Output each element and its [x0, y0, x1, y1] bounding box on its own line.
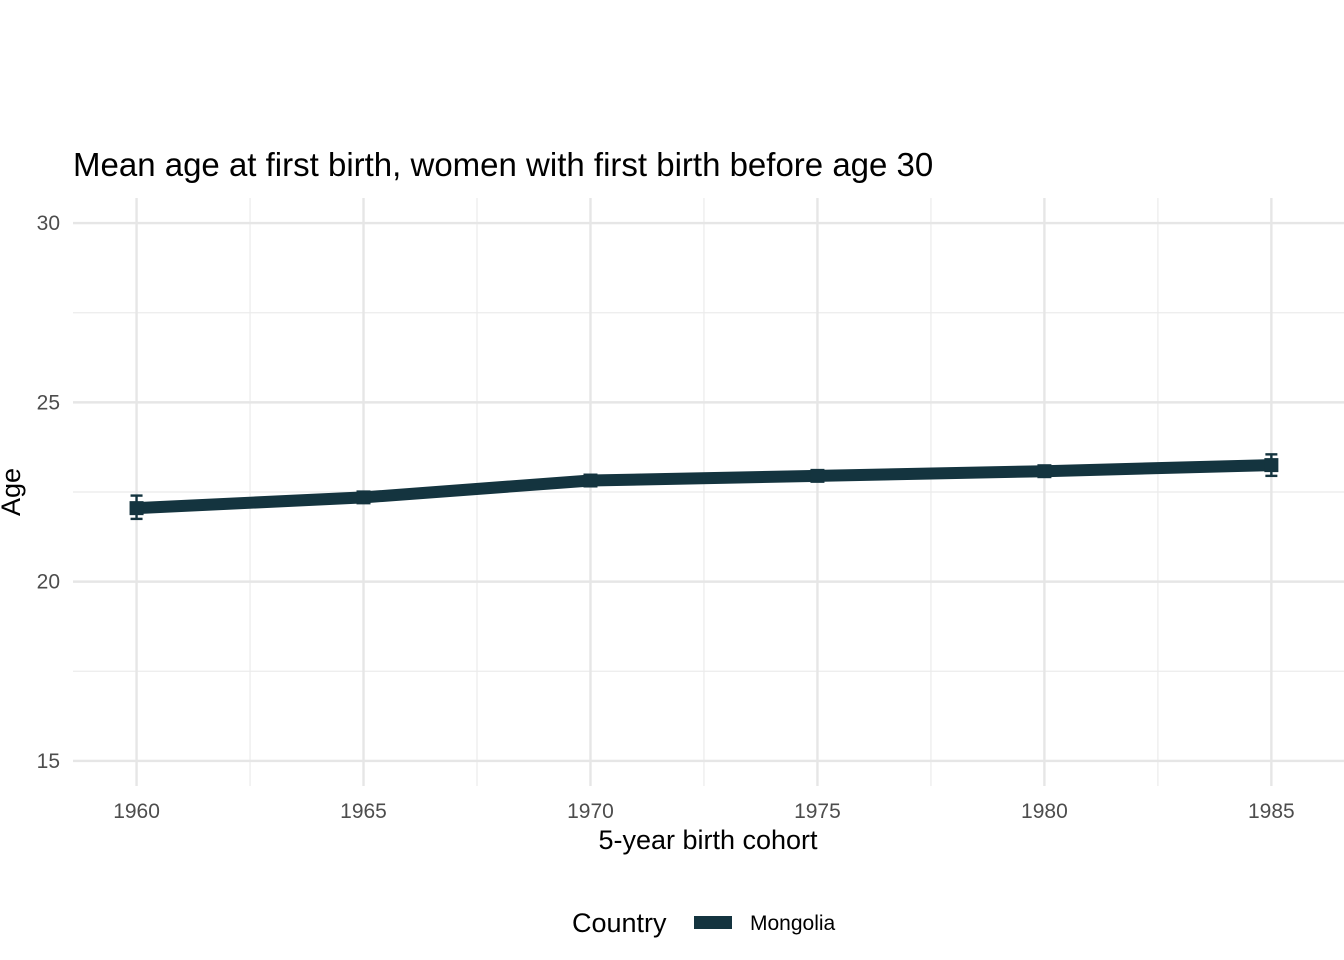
data-point — [356, 490, 371, 505]
data-point — [129, 501, 144, 516]
data-point — [810, 468, 825, 483]
legend-title: Country — [572, 908, 667, 938]
tick-labels: 1960 1965 1970 1975 1980 1985 15 20 25 30 — [37, 212, 1295, 823]
chart-title: Mean age at first birth, women with firs… — [73, 146, 933, 183]
y-tick-label: 15 — [37, 750, 60, 773]
y-axis-title: Age — [0, 468, 26, 516]
x-axis-title: 5-year birth cohort — [598, 825, 818, 855]
y-tick-label: 30 — [37, 212, 60, 235]
x-tick-label: 1960 — [113, 800, 160, 823]
data-point — [583, 473, 598, 488]
legend: Country Mongolia — [572, 908, 836, 938]
x-tick-label: 1985 — [1248, 800, 1295, 823]
data-point — [1037, 464, 1052, 479]
x-tick-label: 1965 — [340, 800, 387, 823]
legend-label-mongolia: Mongolia — [750, 912, 836, 935]
x-tick-label: 1980 — [1021, 800, 1068, 823]
data-point — [1264, 458, 1279, 473]
x-tick-label: 1970 — [567, 800, 614, 823]
y-tick-label: 25 — [37, 391, 60, 414]
legend-key-mongolia — [694, 916, 732, 929]
major-gridlines — [73, 198, 1344, 786]
x-tick-label: 1975 — [794, 800, 841, 823]
series-line-mongolia — [136, 459, 1272, 515]
minor-gridlines — [73, 198, 1344, 786]
series-layer — [129, 453, 1279, 521]
y-tick-label: 20 — [37, 571, 60, 594]
